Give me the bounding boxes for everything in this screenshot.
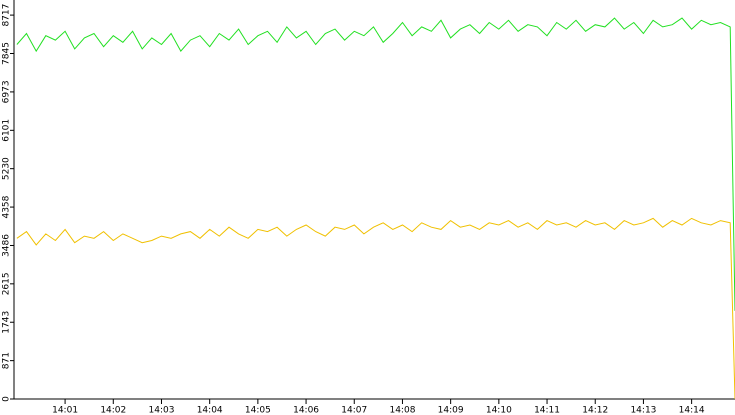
x-tick-label: 14:10 — [486, 406, 512, 415]
y-tick-label: 0 — [2, 396, 12, 402]
x-tick-label: 14:01 — [52, 406, 78, 415]
y-tick-label: 871 — [2, 352, 12, 369]
y-tick-label: 6973 — [2, 80, 12, 103]
x-tick-label: 14:13 — [630, 406, 656, 415]
x-tick-label: 14:12 — [582, 406, 608, 415]
x-tick-label: 14:06 — [293, 406, 319, 415]
series-line — [16, 17, 735, 311]
x-tick-label: 14:03 — [149, 406, 175, 415]
x-tick-label: 14:04 — [197, 406, 223, 415]
x-tick-label: 14:11 — [534, 406, 560, 415]
y-tick-label: 4358 — [2, 195, 12, 218]
x-tick-label: 14:09 — [438, 406, 464, 415]
y-tick-label: 7845 — [2, 42, 12, 65]
series-line — [16, 217, 735, 400]
x-tick-label: 14:14 — [679, 406, 705, 415]
x-tick-label: 14:02 — [100, 406, 126, 415]
y-tick-label: 6101 — [2, 119, 12, 142]
y-tick-label: 8717 — [2, 4, 12, 27]
y-tick-label: 1743 — [2, 311, 12, 334]
y-tick-label: 5230 — [2, 157, 12, 180]
x-tick-label: 14:05 — [245, 406, 271, 415]
y-tick-label: 2615 — [2, 272, 12, 295]
x-tick-label: 14:07 — [341, 406, 367, 415]
x-tick-label: 14:08 — [389, 406, 415, 415]
y-tick-label: 3486 — [2, 234, 12, 257]
